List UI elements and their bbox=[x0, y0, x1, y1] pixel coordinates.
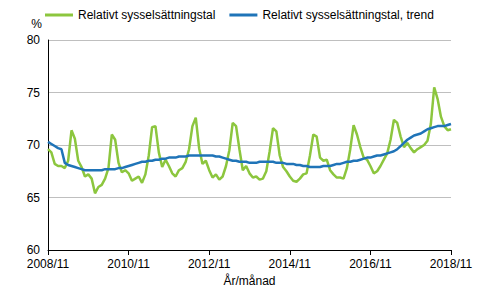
svg-text:2016/11: 2016/11 bbox=[349, 257, 392, 271]
svg-text:Relativt sysselsättningstal: Relativt sysselsättningstal bbox=[78, 8, 215, 22]
svg-text:Relativt sysselsättningstal, t: Relativt sysselsättningstal, trend bbox=[262, 8, 433, 22]
svg-text:75: 75 bbox=[27, 86, 41, 100]
svg-text:2014/11: 2014/11 bbox=[269, 257, 312, 271]
svg-text:2008/11: 2008/11 bbox=[27, 257, 70, 271]
svg-text:80: 80 bbox=[27, 33, 41, 47]
svg-text:2012/11: 2012/11 bbox=[188, 257, 231, 271]
svg-text:År/månad: År/månad bbox=[223, 273, 275, 288]
svg-text:2010/11: 2010/11 bbox=[107, 257, 150, 271]
svg-text:65: 65 bbox=[27, 191, 41, 205]
svg-text:60: 60 bbox=[27, 243, 41, 257]
svg-text:70: 70 bbox=[27, 138, 41, 152]
svg-text:2018/11: 2018/11 bbox=[430, 257, 473, 271]
svg-text:%: % bbox=[31, 17, 42, 31]
